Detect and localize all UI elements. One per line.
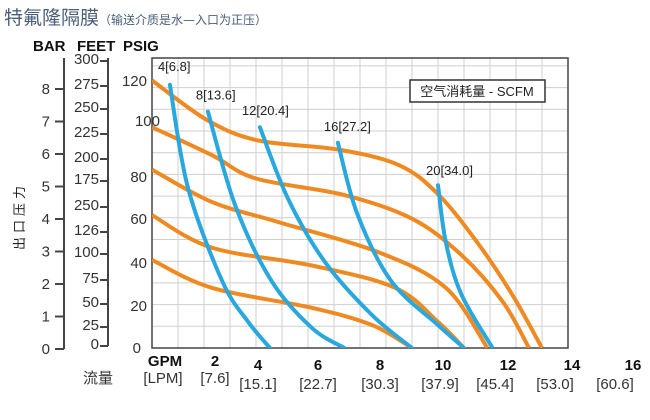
psig-tick-label: 40 <box>130 255 147 272</box>
lpm-tick-label: [45.4] <box>476 376 514 393</box>
air-consumption-curve <box>436 183 495 348</box>
bar-tick-label: 3 <box>42 244 50 261</box>
feet-tick-label: 275 <box>74 76 99 93</box>
air-curve-label: 4[6.8] <box>158 59 191 74</box>
feet-tick-label: 225 <box>74 124 99 141</box>
bar-axis-title: BAR <box>33 38 66 55</box>
gpm-tick-label: 10 <box>435 357 452 374</box>
air-curve-label: 12[20.4] <box>242 103 289 118</box>
bar-tick-label: 1 <box>42 309 50 326</box>
plot-frame <box>151 57 569 349</box>
bar-tick-label: 0 <box>42 341 50 358</box>
air-curve-label: 16[27.2] <box>324 119 371 134</box>
feet-tick-label: 250 <box>74 99 99 116</box>
pressure-curve-5 <box>152 258 414 348</box>
bar-tick-label: 6 <box>42 146 50 163</box>
lpm-tick-label: [53.0] <box>536 376 574 393</box>
gpm-tick-label: 12 <box>500 357 517 374</box>
bar-tick-label: 8 <box>42 81 50 98</box>
air-consumption-curve <box>205 109 347 348</box>
chart-title: 特氟隆隔膜（输送介质是水—入口为正压） <box>4 3 267 30</box>
gpm-tick-label: 8 <box>376 357 384 374</box>
feet-tick-label: 50 <box>82 294 99 311</box>
air-consumption-curve <box>257 125 414 348</box>
lpm-tick-label: [15.1] <box>239 376 277 393</box>
y-axis-title: 出口压力 <box>12 182 27 250</box>
feet-tick-label: 300 <box>74 51 99 68</box>
pressure-curve-2 <box>152 125 531 348</box>
bar-tick-label: 4 <box>42 211 50 228</box>
gpm-tick-label: 16 <box>625 357 642 374</box>
air-curve-label: 20[34.0] <box>426 163 473 178</box>
title-sub: （输送介质是水—入口为正压） <box>99 13 268 27</box>
psig-tick-label: 60 <box>130 211 147 228</box>
bar-tick-label: 7 <box>42 114 50 131</box>
feet-tick-label: 126 <box>74 222 99 239</box>
psig-tick-label: 120 <box>122 73 147 90</box>
legend-text: 空气消耗量 - SCFM <box>420 84 533 99</box>
air-curve-label: 8[13.6] <box>196 88 236 103</box>
feet-tick-label: 25 <box>82 317 99 334</box>
feet-tick-label: 250 <box>74 197 99 214</box>
x-axis-title: 流量 <box>83 370 113 387</box>
legend-box <box>409 79 546 103</box>
gpm-tick-label: 6 <box>314 357 322 374</box>
bar-tick-label: 2 <box>42 276 50 293</box>
psig-tick-label: 80 <box>130 169 147 186</box>
lpm-tick-label: [7.6] <box>200 370 229 387</box>
feet-tick-label: 100 <box>74 244 99 261</box>
lpm-axis-title: [LPM] <box>143 370 182 387</box>
gpm-axis-title: GPM <box>148 353 182 370</box>
feet-tick-label: 0 <box>91 336 99 353</box>
feet-axis-title: FEET <box>77 38 115 55</box>
feet-tick-label: 175 <box>74 171 99 188</box>
lpm-tick-label: [22.7] <box>299 376 337 393</box>
psig-tick-label: 20 <box>130 298 147 315</box>
feet-tick-label: 75 <box>82 270 99 287</box>
air-consumption-curve <box>335 140 466 348</box>
lpm-tick-label: [37.9] <box>421 376 459 393</box>
pressure-curve-3 <box>152 167 490 348</box>
feet-tick-label: 200 <box>74 149 99 166</box>
bar-tick-label: 5 <box>42 179 50 196</box>
gpm-tick-label: 4 <box>254 357 263 374</box>
lpm-tick-label: [30.3] <box>361 376 399 393</box>
pressure-curve-1 <box>152 78 544 348</box>
psig-axis-title: PSIG <box>123 38 159 55</box>
lpm-tick-label: [60.6] <box>596 376 634 393</box>
title-main: 特氟隆隔膜 <box>4 7 100 29</box>
psig-tick-label: 100 <box>135 113 160 130</box>
air-consumption-curve <box>167 82 273 348</box>
gpm-tick-label: 2 <box>211 353 219 370</box>
psig-tick-label: 0 <box>133 340 141 357</box>
gpm-tick-label: 14 <box>564 357 581 374</box>
